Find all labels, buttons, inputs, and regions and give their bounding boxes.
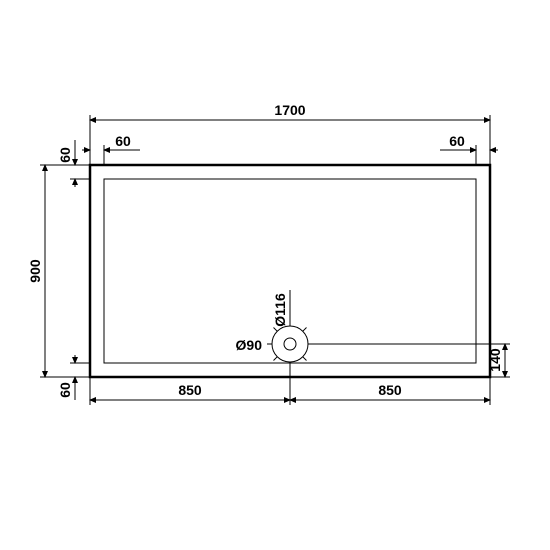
dim-drain-d90: Ø90 — [236, 337, 263, 353]
extension-lines — [40, 115, 510, 405]
tray-outer — [90, 165, 490, 377]
dim-inset-tr: 60 — [449, 133, 465, 149]
dim-width: 1700 — [274, 102, 305, 118]
tray-inner — [104, 179, 476, 363]
dim-half-r: 850 — [378, 382, 402, 398]
dim-inset-lt: 60 — [57, 147, 73, 163]
drain — [267, 321, 313, 367]
dim-inset-lb: 60 — [57, 382, 73, 398]
dim-half-l: 850 — [178, 382, 202, 398]
dim-inset-tl: 60 — [115, 133, 131, 149]
dim-drain-d116: Ø116 — [272, 293, 288, 327]
technical-drawing: 1700 60 60 900 60 60 140 850 850 Ø90 — [0, 0, 550, 550]
dim-height: 900 — [27, 259, 43, 283]
dimensions: 1700 60 60 900 60 60 140 850 850 Ø90 — [27, 102, 505, 400]
dim-drain-offset: 140 — [487, 348, 503, 372]
